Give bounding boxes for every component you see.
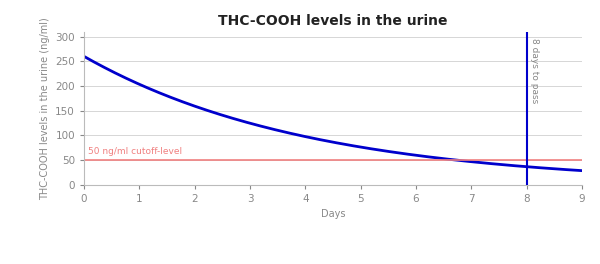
Natural Detoxification	[478, 161, 485, 164]
Natural Detoxification	[131, 81, 139, 84]
Text: 8 days to pass: 8 days to pass	[530, 37, 539, 103]
X-axis label: Days: Days	[321, 209, 345, 219]
Natural Detoxification	[469, 160, 476, 163]
Text: 50 ng/ml cutoff-level: 50 ng/ml cutoff-level	[88, 147, 182, 156]
Y-axis label: THC-COOH levels in the urine (ng/ml): THC-COOH levels in the urine (ng/ml)	[40, 17, 50, 200]
Natural Detoxification	[282, 131, 289, 134]
Natural Detoxification	[578, 169, 586, 172]
Natural Detoxification	[80, 55, 88, 58]
Natural Detoxification	[300, 135, 307, 138]
Line: Natural Detoxification: Natural Detoxification	[84, 56, 582, 171]
Title: THC-COOH levels in the urine: THC-COOH levels in the urine	[218, 14, 448, 28]
Natural Detoxification	[422, 155, 430, 158]
